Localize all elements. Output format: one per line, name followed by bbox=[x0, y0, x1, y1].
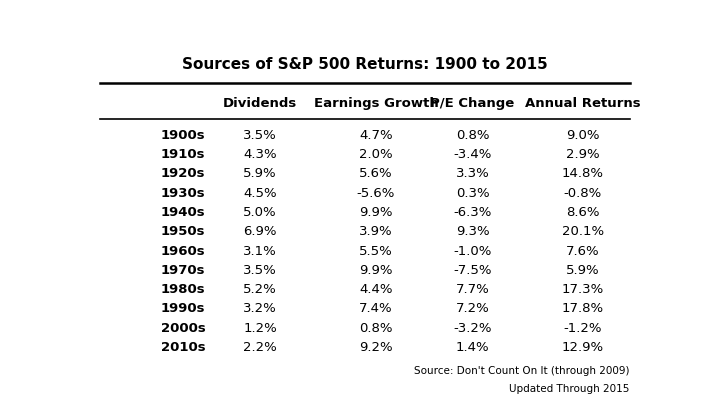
Text: 17.8%: 17.8% bbox=[562, 302, 604, 316]
Text: 8.6%: 8.6% bbox=[566, 206, 600, 219]
Text: 1900s: 1900s bbox=[161, 129, 205, 142]
Text: 5.0%: 5.0% bbox=[244, 206, 277, 219]
Text: 1920s: 1920s bbox=[161, 167, 205, 180]
Text: -1.2%: -1.2% bbox=[564, 322, 602, 335]
Text: 1990s: 1990s bbox=[161, 302, 205, 316]
Text: -1.0%: -1.0% bbox=[454, 244, 492, 258]
Text: -3.4%: -3.4% bbox=[454, 148, 492, 161]
Text: 7.7%: 7.7% bbox=[456, 283, 489, 296]
Text: 2.0%: 2.0% bbox=[359, 148, 393, 161]
Text: 5.9%: 5.9% bbox=[566, 264, 600, 277]
Text: 2010s: 2010s bbox=[161, 341, 205, 354]
Text: 5.5%: 5.5% bbox=[359, 244, 393, 258]
Text: Earnings Growth: Earnings Growth bbox=[313, 98, 439, 110]
Text: 1910s: 1910s bbox=[161, 148, 205, 161]
Text: 1960s: 1960s bbox=[161, 244, 205, 258]
Text: 4.7%: 4.7% bbox=[359, 129, 393, 142]
Text: Sources of S&P 500 Returns: 1900 to 2015: Sources of S&P 500 Returns: 1900 to 2015 bbox=[182, 57, 548, 72]
Text: 0.8%: 0.8% bbox=[456, 129, 489, 142]
Text: 7.6%: 7.6% bbox=[566, 244, 600, 258]
Text: -3.2%: -3.2% bbox=[454, 322, 492, 335]
Text: 3.3%: 3.3% bbox=[456, 167, 489, 180]
Text: 1.2%: 1.2% bbox=[244, 322, 277, 335]
Text: 3.1%: 3.1% bbox=[244, 244, 277, 258]
Text: 3.5%: 3.5% bbox=[244, 129, 277, 142]
Text: 3.5%: 3.5% bbox=[244, 264, 277, 277]
Text: 9.2%: 9.2% bbox=[359, 341, 393, 354]
Text: 9.0%: 9.0% bbox=[566, 129, 600, 142]
Text: 2.9%: 2.9% bbox=[566, 148, 600, 161]
Text: -5.6%: -5.6% bbox=[357, 187, 395, 199]
Text: 4.4%: 4.4% bbox=[359, 283, 393, 296]
Text: 9.3%: 9.3% bbox=[456, 225, 489, 238]
Text: 2000s: 2000s bbox=[161, 322, 206, 335]
Text: 1970s: 1970s bbox=[161, 264, 205, 277]
Text: P/E Change: P/E Change bbox=[430, 98, 515, 110]
Text: 20.1%: 20.1% bbox=[562, 225, 604, 238]
Text: 17.3%: 17.3% bbox=[562, 283, 604, 296]
Text: -0.8%: -0.8% bbox=[564, 187, 602, 199]
Text: 1940s: 1940s bbox=[161, 206, 205, 219]
Text: 1930s: 1930s bbox=[161, 187, 205, 199]
Text: 4.3%: 4.3% bbox=[244, 148, 277, 161]
Text: 4.5%: 4.5% bbox=[244, 187, 277, 199]
Text: 7.4%: 7.4% bbox=[359, 302, 393, 316]
Text: 6.9%: 6.9% bbox=[244, 225, 277, 238]
Text: 12.9%: 12.9% bbox=[562, 341, 604, 354]
Text: 5.2%: 5.2% bbox=[244, 283, 277, 296]
Text: Updated Through 2015: Updated Through 2015 bbox=[509, 384, 629, 394]
Text: 1.4%: 1.4% bbox=[456, 341, 489, 354]
Text: 5.9%: 5.9% bbox=[244, 167, 277, 180]
Text: -7.5%: -7.5% bbox=[454, 264, 492, 277]
Text: 3.9%: 3.9% bbox=[359, 225, 393, 238]
Text: 0.8%: 0.8% bbox=[359, 322, 393, 335]
Text: 3.2%: 3.2% bbox=[244, 302, 277, 316]
Text: Source: Don't Count On It (through 2009): Source: Don't Count On It (through 2009) bbox=[414, 367, 629, 377]
Text: -6.3%: -6.3% bbox=[454, 206, 492, 219]
Text: 1980s: 1980s bbox=[161, 283, 205, 296]
Text: 5.6%: 5.6% bbox=[359, 167, 393, 180]
Text: 14.8%: 14.8% bbox=[562, 167, 604, 180]
Text: 9.9%: 9.9% bbox=[359, 264, 393, 277]
Text: Dividends: Dividends bbox=[223, 98, 297, 110]
Text: 9.9%: 9.9% bbox=[359, 206, 393, 219]
Text: Annual Returns: Annual Returns bbox=[525, 98, 641, 110]
Text: 7.2%: 7.2% bbox=[456, 302, 489, 316]
Text: 2.2%: 2.2% bbox=[244, 341, 277, 354]
Text: 0.3%: 0.3% bbox=[456, 187, 489, 199]
Text: 1950s: 1950s bbox=[161, 225, 205, 238]
